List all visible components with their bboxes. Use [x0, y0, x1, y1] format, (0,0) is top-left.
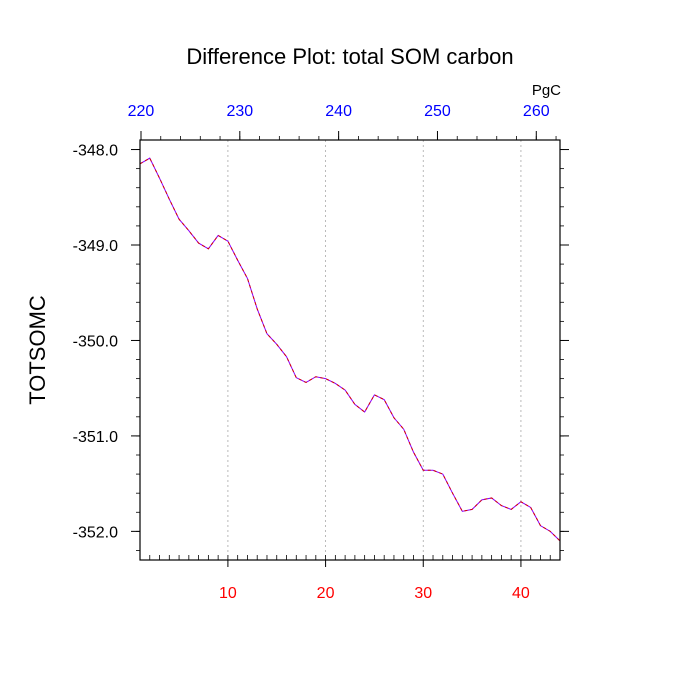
grid-lines [227, 140, 522, 560]
y-tick-label: -352.0 [73, 524, 118, 541]
x-tick-label: 30 [414, 585, 432, 602]
series-line [139, 157, 561, 542]
top-tick-label: 220 [128, 103, 155, 120]
top-tick-label: 260 [523, 103, 550, 120]
y-tick-label: -350.0 [73, 333, 118, 350]
x-tick-label: 40 [512, 585, 530, 602]
top-tick-label: 240 [325, 103, 352, 120]
axes: 10 20 30 40 220 230 240 250 260 -348.0 -349.0 -350.… [73, 103, 569, 602]
y-tick-label: -349.0 [73, 238, 118, 255]
plot-frame [139, 139, 561, 561]
x-tick-label: 10 [219, 585, 237, 602]
y-axis-label: TOTSOMC [25, 295, 50, 405]
top-tick-label: 230 [226, 103, 253, 120]
top-axis-unit: PgC [532, 82, 561, 99]
y-tick-label: -351.0 [73, 429, 118, 446]
y-tick-label: -348.0 [73, 143, 118, 160]
chart-title: Difference Plot: total SOM carbon [186, 44, 513, 69]
x-tick-label: 20 [317, 585, 335, 602]
series-line-dashed [139, 157, 561, 542]
data-series [139, 157, 561, 542]
top-tick-label: 250 [424, 103, 451, 120]
